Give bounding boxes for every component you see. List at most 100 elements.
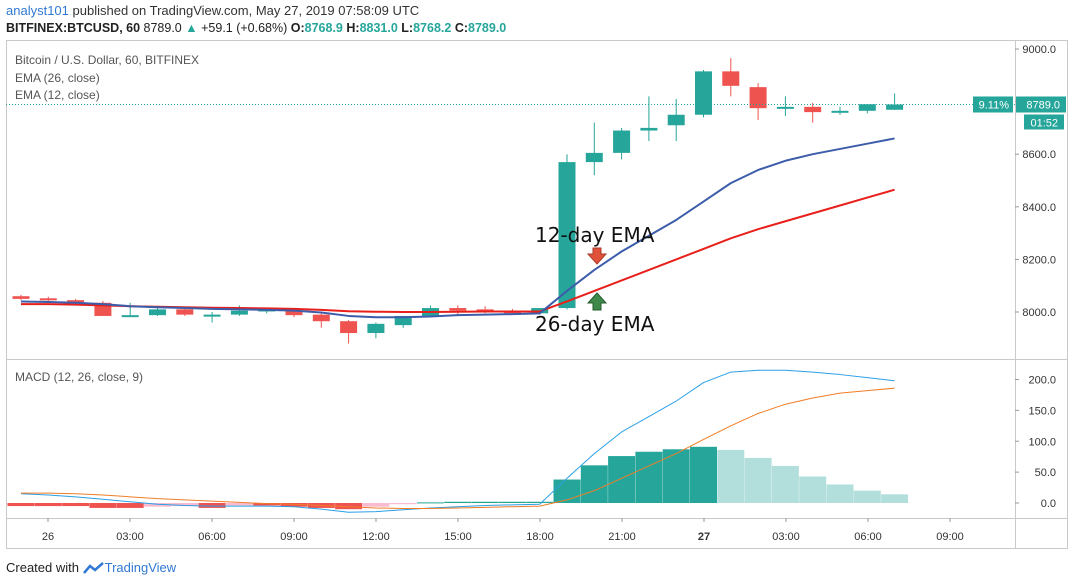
candle-body[interactable] xyxy=(695,71,712,115)
macd-histogram-bar xyxy=(717,449,745,503)
macd-histogram-bar xyxy=(417,502,444,504)
macd-histogram-bar xyxy=(7,503,35,507)
candle-body[interactable] xyxy=(285,309,303,316)
price-tick-label: 8000.0 xyxy=(1022,307,1056,319)
legend-title: Bitcoin / U.S. Dollar, 60, BITFINEX xyxy=(15,53,200,67)
candle-body[interactable] xyxy=(12,296,30,299)
candle-body[interactable] xyxy=(585,152,603,163)
symbol-label: BITFINEX:BTCUSD, 60 xyxy=(6,21,141,35)
candle-body[interactable] xyxy=(394,315,412,326)
macd-histogram-bar xyxy=(362,503,390,507)
macd-histogram-bar xyxy=(526,501,554,503)
up-triangle-icon: ▲ xyxy=(185,21,198,35)
macd-tick-label: 50.0 xyxy=(1035,467,1056,479)
time-tick-label: 12:00 xyxy=(362,531,390,543)
macd-histogram-bar xyxy=(635,451,663,503)
macd-histogram-bar xyxy=(826,484,854,503)
candle-body[interactable] xyxy=(39,298,57,301)
price-badge xyxy=(1016,96,1066,113)
macd-histogram-bar xyxy=(498,501,526,503)
price-tick-label: 8400.0 xyxy=(1022,202,1056,214)
macd-histogram-bar xyxy=(253,503,281,506)
tradingview-logo-icon[interactable] xyxy=(82,561,105,578)
candle-body[interactable] xyxy=(776,106,794,109)
macd-histogram-bar xyxy=(62,503,90,507)
candle-body[interactable] xyxy=(367,323,385,334)
price-tick-label: 8600.0 xyxy=(1022,149,1056,161)
candle-body[interactable] xyxy=(340,321,358,334)
open-label: O: xyxy=(290,21,305,35)
macd-tick-label: 100.0 xyxy=(1028,436,1056,448)
candle-body[interactable] xyxy=(667,114,685,126)
close-value: 8789.0 xyxy=(468,21,507,35)
macd-line xyxy=(20,369,895,513)
low-value: 8768.2 xyxy=(413,21,452,35)
candle-body[interactable] xyxy=(121,315,139,318)
macd-histogram-bar xyxy=(89,503,117,508)
up-arrow-icon xyxy=(586,292,608,311)
price-change: +59.1 (+0.68%) xyxy=(201,21,288,35)
candle-body[interactable] xyxy=(749,87,767,109)
candle-body[interactable] xyxy=(613,130,631,153)
candle-body[interactable] xyxy=(67,300,85,303)
legend-macd: MACD (12, 26, close, 9) xyxy=(15,370,144,384)
macd-histogram-bar xyxy=(198,503,226,508)
macd-histogram-bar xyxy=(171,503,199,507)
time-tick-label: 27 xyxy=(698,531,710,543)
time-tick-label: 15:00 xyxy=(444,531,472,543)
candle-body[interactable] xyxy=(858,104,876,111)
ema12-annotation: 12-day EMA xyxy=(535,223,655,247)
down-arrow-icon xyxy=(586,247,608,265)
tradingview-brand[interactable]: TradingView xyxy=(104,560,177,575)
time-tick-label: 26 xyxy=(42,531,54,543)
macd-tick-label: 150.0 xyxy=(1028,405,1056,417)
candle-body[interactable] xyxy=(230,310,248,315)
time-tick-label: 21:00 xyxy=(608,531,636,543)
legend-ema12: EMA (12, close) xyxy=(15,88,100,102)
publisher-name[interactable]: analyst101 xyxy=(6,3,69,18)
close-label: C: xyxy=(454,21,469,35)
low-label: L: xyxy=(401,21,414,35)
time-tick-label: 18:00 xyxy=(526,531,554,543)
candle-body[interactable] xyxy=(558,162,576,309)
candle-body[interactable] xyxy=(449,308,467,311)
ema26-line xyxy=(21,188,895,313)
high-value: 8831.0 xyxy=(359,21,398,35)
time-tick-label: 06:00 xyxy=(198,531,226,543)
ema26-annotation: 26-day EMA xyxy=(535,312,655,336)
ema12-line xyxy=(20,137,895,319)
macd-histogram-bar xyxy=(744,457,772,503)
macd-histogram-bar xyxy=(116,503,144,508)
candle-body[interactable] xyxy=(312,314,330,322)
macd-histogram-bar xyxy=(853,490,881,503)
candle-body[interactable] xyxy=(149,309,166,316)
macd-histogram-bar xyxy=(144,503,171,507)
macd-histogram-bar xyxy=(389,503,417,505)
macd-histogram-bar xyxy=(335,503,363,510)
macd-histogram-bar xyxy=(690,446,717,503)
price-tick-label: 8200.0 xyxy=(1022,254,1056,266)
publish-info: analyst101 published on TradingView.com,… xyxy=(6,3,419,18)
signal-line xyxy=(21,387,895,510)
candle-body[interactable] xyxy=(804,106,822,113)
published-text: published on TradingView.com, May 27, 20… xyxy=(72,3,420,18)
created-with-label: Created with xyxy=(6,560,79,575)
time-tick-label: 09:00 xyxy=(280,531,308,543)
time-tick-label: 03:00 xyxy=(772,531,800,543)
macd-histogram-bar xyxy=(471,501,499,503)
last-price: 8789.0 xyxy=(143,21,182,35)
candle-body[interactable] xyxy=(640,127,658,131)
candle-body[interactable] xyxy=(176,309,194,315)
time-tick-label: 06:00 xyxy=(854,531,882,543)
candle-body[interactable] xyxy=(886,104,904,110)
price-tick-label: 9000.0 xyxy=(1022,44,1056,56)
candle-body[interactable] xyxy=(831,110,849,113)
candle-body[interactable] xyxy=(722,71,740,86)
candle-body[interactable] xyxy=(203,314,221,317)
macd-histogram-bar xyxy=(799,476,827,503)
symbol-ohlc-line: BITFINEX:BTCUSD, 60 8789.0 ▲ +59.1 (+0.6… xyxy=(6,21,506,35)
macd-histogram-bar xyxy=(608,456,636,503)
macd-tick-label: 200.0 xyxy=(1028,375,1056,387)
macd-histogram-bar xyxy=(280,503,308,507)
